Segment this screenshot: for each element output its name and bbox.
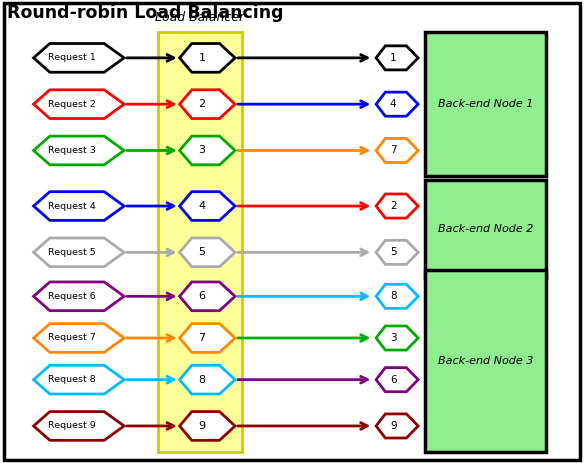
- Polygon shape: [376, 138, 418, 163]
- Polygon shape: [34, 90, 124, 119]
- Polygon shape: [179, 365, 235, 394]
- Polygon shape: [376, 284, 418, 308]
- Text: 7: 7: [390, 145, 397, 156]
- Text: 8: 8: [199, 375, 206, 385]
- Text: Round-robin Load Balancing: Round-robin Load Balancing: [7, 4, 283, 22]
- Polygon shape: [376, 46, 418, 70]
- Bar: [425, 180, 546, 278]
- Polygon shape: [34, 324, 124, 352]
- Text: Back-end Node 2: Back-end Node 2: [438, 224, 533, 234]
- Text: 4: 4: [390, 99, 397, 109]
- Polygon shape: [179, 412, 235, 440]
- Polygon shape: [376, 414, 418, 438]
- Text: 9: 9: [199, 421, 206, 431]
- Text: Request 8: Request 8: [48, 375, 96, 384]
- Text: Request 5: Request 5: [48, 248, 96, 257]
- Text: Request 4: Request 4: [48, 201, 96, 211]
- Polygon shape: [179, 282, 235, 311]
- Polygon shape: [179, 192, 235, 220]
- Polygon shape: [179, 136, 235, 165]
- Text: Request 3: Request 3: [48, 146, 96, 155]
- Polygon shape: [179, 238, 235, 267]
- Polygon shape: [376, 240, 418, 264]
- Polygon shape: [376, 194, 418, 218]
- Text: 3: 3: [390, 333, 397, 343]
- Text: 2: 2: [390, 201, 397, 211]
- Text: 2: 2: [199, 99, 206, 109]
- Polygon shape: [179, 44, 235, 72]
- Text: 3: 3: [199, 145, 206, 156]
- Text: Request 1: Request 1: [48, 53, 96, 63]
- Polygon shape: [376, 92, 418, 116]
- Polygon shape: [34, 136, 124, 165]
- Text: 6: 6: [390, 375, 397, 385]
- Polygon shape: [34, 238, 124, 267]
- Bar: [425, 32, 546, 176]
- Text: Request 2: Request 2: [48, 100, 96, 109]
- Text: 1: 1: [199, 53, 206, 63]
- Polygon shape: [376, 326, 418, 350]
- Polygon shape: [34, 44, 124, 72]
- Bar: [158, 32, 242, 452]
- Text: Request 7: Request 7: [48, 333, 96, 343]
- Text: 8: 8: [390, 291, 397, 301]
- Text: Back-end Node 1: Back-end Node 1: [438, 99, 533, 109]
- Text: 5: 5: [390, 247, 397, 257]
- Polygon shape: [34, 282, 124, 311]
- Text: Load Balancer: Load Balancer: [155, 11, 245, 24]
- Text: Back-end Node 3: Back-end Node 3: [438, 356, 533, 366]
- Polygon shape: [179, 324, 235, 352]
- Text: 1: 1: [390, 53, 397, 63]
- Bar: [425, 270, 546, 452]
- Polygon shape: [34, 365, 124, 394]
- Text: 4: 4: [199, 201, 206, 211]
- Text: 6: 6: [199, 291, 206, 301]
- Polygon shape: [376, 368, 418, 392]
- Text: 7: 7: [199, 333, 206, 343]
- Polygon shape: [179, 90, 235, 119]
- Text: Request 9: Request 9: [48, 421, 96, 431]
- Text: 5: 5: [199, 247, 206, 257]
- Polygon shape: [34, 192, 124, 220]
- Text: Request 6: Request 6: [48, 292, 96, 301]
- Polygon shape: [34, 412, 124, 440]
- Text: 9: 9: [390, 421, 397, 431]
